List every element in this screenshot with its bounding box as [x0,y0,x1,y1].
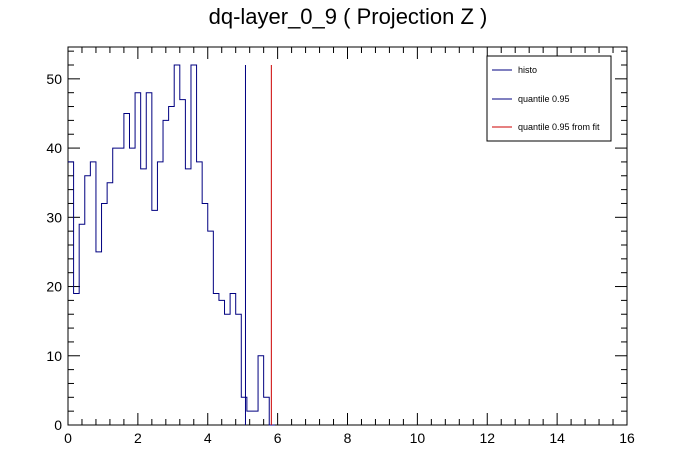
x-tick-label: 2 [134,430,142,446]
y-axis-ticks: 0 10 20 30 40 50 [46,50,627,433]
chart-title: dq-layer_0_9 ( Projection Z ) [209,4,488,29]
x-tick-label: 6 [274,430,282,446]
x-tick-label: 8 [344,430,352,446]
quantile-lines [244,65,272,425]
x-axis-ticks: 0 2 4 6 8 10 12 14 16 [64,47,635,446]
x-tick-label: 10 [410,430,426,446]
x-tick-label: 0 [64,430,72,446]
y-tick-label: 0 [54,417,62,433]
legend-label-quantile-fit: quantile 0.95 from fit [518,122,600,132]
y-tick-label: 50 [46,71,62,87]
legend: histo quantile 0.95 quantile 0.95 from f… [486,55,612,142]
x-tick-label: 12 [479,430,495,446]
x-tick-label: 14 [549,430,565,446]
legend-label-histo: histo [518,65,537,75]
y-tick-label: 20 [46,279,62,295]
x-tick-label: 4 [204,430,212,446]
histogram-series-histo [68,64,275,426]
y-tick-label: 10 [46,348,62,364]
series-layer [68,64,275,426]
y-tick-label: 40 [46,140,62,156]
x-tick-label: 16 [619,430,635,446]
y-tick-label: 30 [46,209,62,225]
legend-label-quantile: quantile 0.95 [518,94,570,104]
